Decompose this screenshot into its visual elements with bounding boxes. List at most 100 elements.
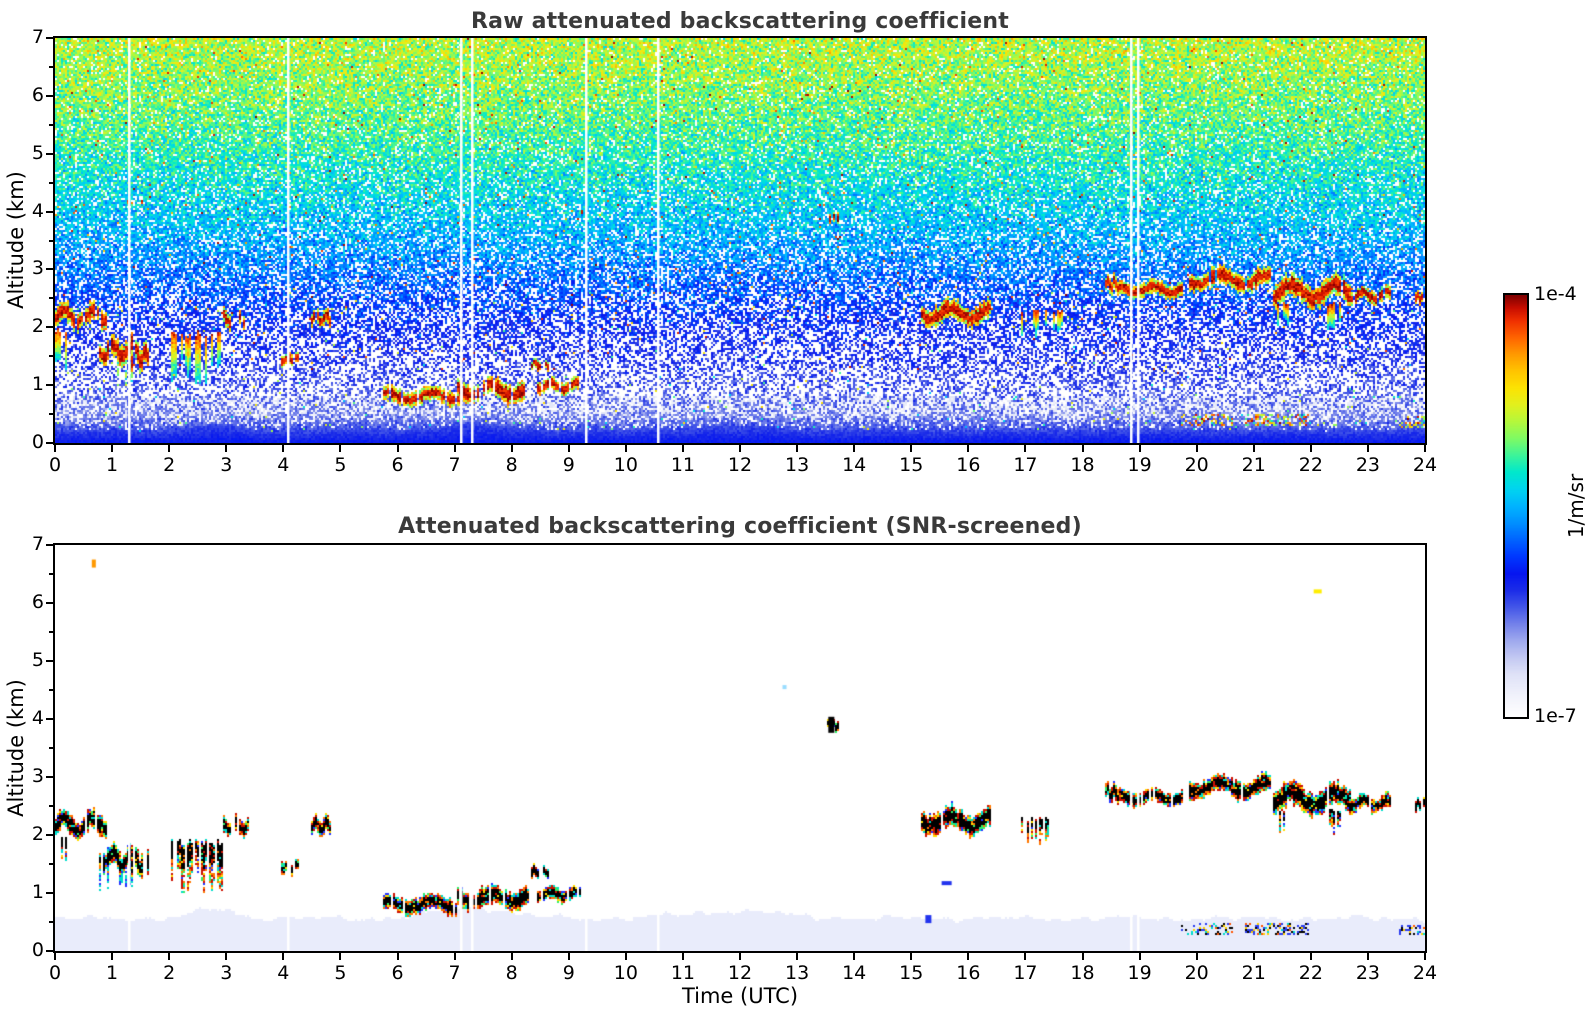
x-tick-label: 15: [899, 454, 924, 476]
y-tick-mark: [46, 152, 53, 155]
y-minor-tick-mark: [49, 65, 53, 68]
x-tick-label: 22: [1298, 962, 1323, 984]
y-minor-tick-mark: [49, 921, 53, 923]
x-tick-label: 2: [163, 962, 176, 984]
y-tick-label: 1: [31, 881, 44, 903]
y-minor-tick-mark: [49, 355, 53, 358]
y-tick-mark: [46, 442, 53, 444]
x-tick-mark: [681, 953, 684, 960]
x-tick-mark: [624, 953, 627, 960]
x-tick-label: 6: [391, 454, 404, 476]
colorbar-max-label: 1e-4: [1534, 283, 1577, 305]
x-tick-label: 7: [448, 454, 461, 476]
x-tick-label: 18: [1070, 454, 1095, 476]
x-tick-mark: [796, 953, 799, 960]
x-tick-mark: [225, 445, 228, 452]
x-tick-mark: [1309, 445, 1312, 452]
y-tick-mark: [46, 892, 53, 894]
y-tick-label: 6: [31, 591, 44, 613]
x-tick-label: 10: [613, 454, 638, 476]
x-tick-label: 16: [956, 454, 981, 476]
x-tick-label: 11: [670, 454, 695, 476]
colorbar-unit-label: 1/m/sr: [1564, 473, 1588, 539]
x-tick-mark: [681, 445, 684, 452]
y-tick-mark: [46, 660, 53, 662]
screened-panel-title: Attenuated backscattering coefficient (S…: [398, 514, 1082, 539]
x-tick-mark: [54, 953, 56, 960]
x-tick-mark: [282, 953, 285, 960]
y-tick-mark: [46, 950, 53, 952]
y-minor-tick-mark: [49, 573, 53, 575]
raw-panel-title: Raw attenuated backscattering coefficien…: [471, 9, 1009, 34]
x-tick-label: 21: [1241, 454, 1266, 476]
x-tick-label: 14: [842, 962, 867, 984]
x-tick-mark: [396, 445, 399, 452]
x-tick-mark: [1366, 953, 1369, 960]
x-tick-label: 21: [1241, 962, 1266, 984]
y-minor-tick-mark: [49, 297, 53, 300]
y-tick-label: 4: [31, 707, 44, 729]
x-tick-label: 3: [220, 454, 233, 476]
x-tick-label: 4: [277, 454, 290, 476]
x-tick-mark: [339, 445, 342, 452]
x-tick-label: 13: [784, 962, 810, 984]
x-tick-label: 14: [842, 454, 867, 476]
y-minor-tick-mark: [49, 747, 53, 749]
x-tick-mark: [1195, 953, 1198, 960]
x-tick-mark: [111, 953, 114, 960]
y-tick-label: 6: [31, 83, 44, 106]
y-tick-label: 5: [31, 649, 44, 671]
x-tick-mark: [967, 445, 970, 452]
x-tick-mark: [1424, 953, 1426, 960]
x-tick-mark: [1424, 445, 1426, 452]
colorbar-min-label: 1e-7: [1534, 705, 1577, 727]
x-tick-label: 19: [1127, 962, 1152, 984]
y-tick-label: 7: [31, 26, 44, 48]
y-tick-label: 1: [31, 373, 44, 396]
y-minor-tick-mark: [49, 239, 53, 242]
raw-heatmap-canvas: [55, 38, 1425, 443]
x-tick-label: 17: [1013, 454, 1038, 476]
x-tick-label: 5: [334, 454, 347, 476]
x-tick-label: 1: [106, 962, 119, 984]
y-minor-tick-mark: [49, 689, 53, 691]
x-tick-label: 5: [334, 962, 347, 984]
x-tick-label: 24: [1412, 454, 1438, 476]
y-tick-label: 3: [31, 765, 44, 787]
x-tick-mark: [910, 953, 913, 960]
y-tick-label: 2: [31, 315, 44, 338]
y-minor-tick-mark: [49, 631, 53, 633]
y-tick-label: 7: [31, 533, 44, 555]
y-tick-mark: [46, 776, 53, 778]
x-tick-mark: [510, 953, 513, 960]
x-tick-label: 12: [727, 454, 753, 476]
x-tick-label: 13: [784, 454, 810, 476]
y-tick-mark: [46, 544, 53, 546]
x-tick-mark: [853, 445, 856, 452]
x-tick-label: 24: [1412, 962, 1438, 984]
y-tick-mark: [46, 37, 53, 39]
x-tick-mark: [910, 445, 913, 452]
x-tick-label: 3: [220, 962, 233, 984]
x-tick-mark: [1138, 953, 1141, 960]
x-tick-label: 6: [391, 962, 404, 984]
x-tick-mark: [567, 445, 570, 452]
y-tick-mark: [46, 384, 53, 387]
x-tick-label: 9: [562, 962, 575, 984]
x-tick-mark: [853, 953, 856, 960]
x-tick-label: 8: [505, 962, 518, 984]
x-tick-label: 18: [1070, 962, 1095, 984]
y-tick-mark: [46, 834, 53, 836]
x-tick-label: 22: [1298, 454, 1323, 476]
y-tick-label: 3: [31, 257, 44, 280]
x-tick-mark: [168, 445, 171, 452]
x-tick-mark: [54, 445, 56, 452]
screened-y-axis-label: Altitude (km): [4, 679, 28, 817]
x-tick-label: 7: [448, 962, 461, 984]
x-tick-label: 23: [1355, 454, 1380, 476]
x-tick-mark: [1252, 953, 1255, 960]
x-tick-mark: [567, 953, 570, 960]
x-axis-label: Time (UTC): [681, 984, 799, 1008]
y-tick-label: 2: [31, 823, 44, 845]
x-tick-mark: [739, 953, 741, 960]
